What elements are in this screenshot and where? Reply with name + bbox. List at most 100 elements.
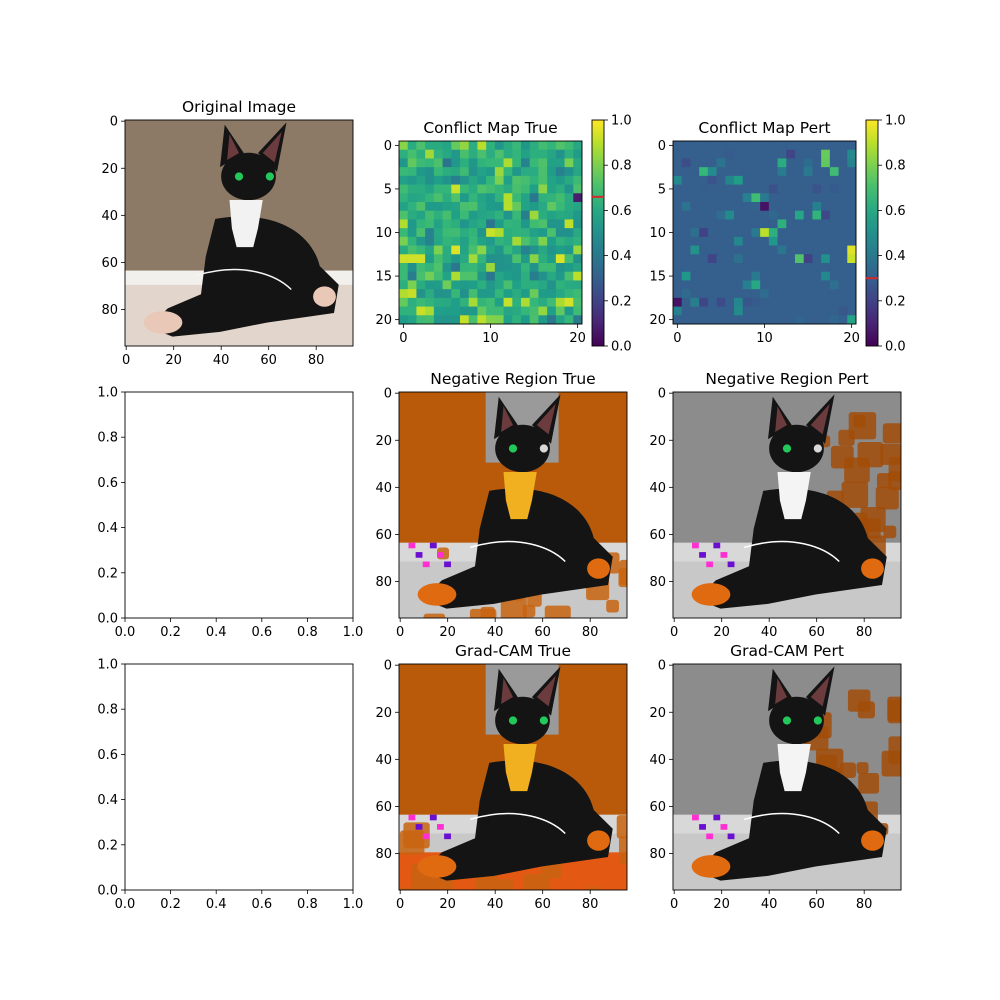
heatmap-cell: [494, 297, 504, 307]
heatmap-cell: [512, 193, 522, 203]
panel-gc_true: Grad-CAM True 0 20 40 60 80 0 20 40 60 80: [375, 642, 628, 912]
heatmap-cell: [494, 175, 504, 185]
heatmap-cell: [847, 158, 857, 168]
heatmap-cell: [529, 158, 539, 168]
cat-ear-inner: [775, 406, 787, 433]
heatmap-cell: [425, 158, 435, 168]
heatmap-cell: [699, 254, 709, 264]
heatmap-cell: [707, 193, 717, 203]
heatmap-cell: [521, 167, 531, 177]
heatmap-cell: [742, 297, 752, 307]
artifact-pixel: [727, 833, 735, 840]
heatmap-cell: [468, 254, 478, 264]
heatmap-cell: [838, 297, 848, 307]
heatmap-cell: [460, 254, 470, 264]
heatmap-cell: [451, 271, 461, 281]
heatmap-cell: [407, 297, 417, 307]
heatmap-cell: [442, 254, 452, 264]
neg_pert-ytick-label: 40: [649, 481, 666, 496]
heatmap-cell: [699, 271, 709, 281]
heatmap-cell: [821, 193, 831, 203]
heatmap-cell: [803, 184, 813, 194]
heatmap-cell: [538, 228, 548, 238]
heatmap-cell: [777, 167, 787, 177]
heatmap-cell: [451, 184, 461, 194]
heatmap-cell: [673, 219, 683, 229]
heatmap-cell: [795, 289, 805, 299]
empty2-xtick-label: 1.0: [343, 897, 364, 912]
heatmap-cell: [468, 184, 478, 194]
heatmap-cell: [821, 289, 831, 299]
cat-paw: [417, 855, 457, 878]
heatmap-cell: [555, 297, 565, 307]
heatmap-cell: [742, 236, 752, 246]
heatmap-cell: [433, 158, 443, 168]
heatmap-cell: [716, 297, 726, 307]
heatmap-cell: [725, 315, 735, 325]
heatmap-cell: [442, 149, 452, 159]
heatmap-cell: [768, 271, 778, 281]
heatmap-cell: [812, 289, 822, 299]
heatmap-cell: [803, 306, 813, 316]
heatmap-cell: [460, 280, 470, 290]
heatmap-cell: [460, 149, 470, 159]
heatmap-cell: [521, 210, 531, 220]
heatmap-cell: [433, 210, 443, 220]
heatmap-cell: [812, 158, 822, 168]
heatmap-cell: [803, 219, 813, 229]
heatmap-cell: [847, 297, 857, 307]
heatmap-cell: [442, 297, 452, 307]
overlay-blob: [618, 568, 627, 588]
neg_pert-image: [673, 392, 901, 618]
heatmap-cell: [847, 236, 857, 246]
heatmap-cell: [847, 228, 857, 238]
heatmap-cell: [494, 202, 504, 212]
empty2-frame: [124, 663, 354, 891]
heatmap-cell: [716, 263, 726, 273]
gc_pert-ytick-label: 20: [649, 706, 666, 721]
heatmap-cell: [555, 306, 565, 316]
heatmap-cell: [768, 193, 778, 203]
heatmap-cell: [529, 236, 539, 246]
heatmap-cell: [690, 263, 700, 273]
heatmap-cell: [573, 175, 583, 185]
heatmap-cell: [838, 306, 848, 316]
neg_pert-xtick-label: 40: [761, 625, 778, 640]
gc_true-xtick-label: 60: [534, 897, 551, 912]
heatmap-cell: [425, 149, 435, 159]
heatmap-cell: [681, 141, 691, 151]
heatmap-cell: [768, 184, 778, 194]
heatmap-cell: [573, 141, 583, 151]
heatmap-cell: [760, 158, 770, 168]
gc_true-title: Grad-CAM True: [455, 642, 571, 660]
empty1-ytick-label: 0.8: [97, 431, 118, 446]
cm_pert-xtick-label: 0: [673, 331, 681, 346]
heatmap-cell: [734, 263, 744, 273]
heatmap-cell: [503, 167, 513, 177]
heatmap-cell: [494, 271, 504, 281]
heatmap-cell: [673, 193, 683, 203]
neg_pert-ytick-label: 80: [649, 575, 666, 590]
heatmap-cell: [538, 306, 548, 316]
heatmap-cell: [512, 297, 522, 307]
heatmap-cell: [538, 202, 548, 212]
cat-ear-inner: [501, 678, 513, 705]
heatmap-cell: [425, 202, 435, 212]
empty2-xtick-label: 0.0: [115, 897, 136, 912]
heatmap-cell: [760, 219, 770, 229]
heatmap-cell: [494, 158, 504, 168]
heatmap-cell: [573, 184, 583, 194]
heatmap-cell: [538, 297, 548, 307]
heatmap-cell: [503, 271, 513, 281]
heatmap-cell: [707, 167, 717, 177]
cb_true-tick-label: 0.6: [611, 204, 632, 219]
heatmap-cell: [573, 219, 583, 229]
cat-eye-left: [508, 716, 518, 725]
cat-paw: [587, 558, 610, 579]
heatmap-cell: [407, 306, 417, 316]
heatmap-cell: [512, 141, 522, 151]
heatmap-cell: [503, 280, 513, 290]
heatmap-cell: [416, 280, 426, 290]
heatmap-cell: [529, 184, 539, 194]
gc_pert-image: [673, 664, 901, 890]
